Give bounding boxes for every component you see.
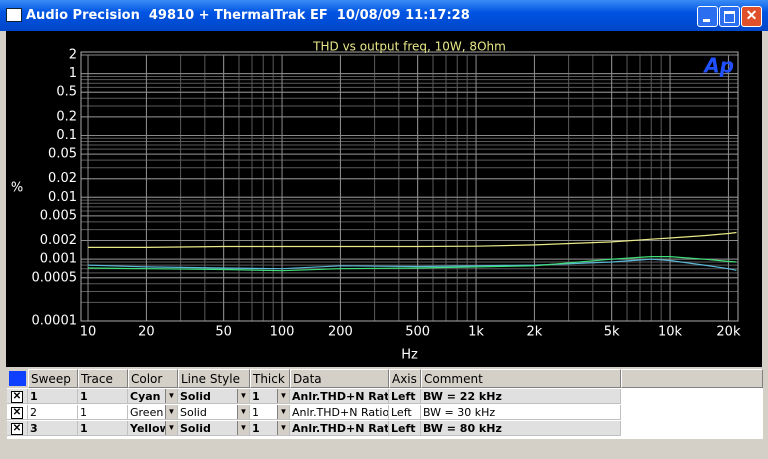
axis-cell: Left xyxy=(389,421,421,436)
y-tick-label: 0.01 xyxy=(48,190,77,205)
y-tick-label: 0.5 xyxy=(56,85,77,100)
window-title: Audio Precision 49810 + ThermalTrak EF 1… xyxy=(26,8,470,23)
maximize-button[interactable] xyxy=(719,6,740,27)
dropdown-button[interactable]: ▼ xyxy=(237,421,249,435)
x-axis-label: Hz xyxy=(401,348,418,363)
column-header: Sweep xyxy=(28,369,78,388)
line-style-cell: Solid ▼ xyxy=(178,421,250,436)
thick-cell: 1 ▼ xyxy=(250,421,290,436)
axis-cell: Left xyxy=(389,389,421,404)
y-tick-label: 0.002 xyxy=(40,233,77,248)
x-tick-label: 10 xyxy=(80,325,97,340)
y-tick-label: 0.02 xyxy=(48,171,77,186)
graph-background xyxy=(6,31,762,367)
y-tick-label: 0.0001 xyxy=(32,314,78,329)
x-tick-label: 50 xyxy=(215,325,232,340)
trace-line xyxy=(88,231,737,248)
comment-cell: BW = 22 kHz xyxy=(421,389,621,404)
graph: 2 1 0.5 0.2 0.1 0.05 0.02 0.01 0.005 0.002 0.001 0.… xyxy=(6,31,762,367)
line-style-cell: Solid ▼ xyxy=(178,405,250,420)
x-tick-label: 10k xyxy=(658,325,683,340)
thick-cell: 1 ▼ xyxy=(250,389,290,404)
x-tick-label: 5k xyxy=(604,325,620,340)
y-tick-label: 0.0005 xyxy=(32,270,78,285)
x-tick-label: 20k xyxy=(716,325,741,340)
minimize-button[interactable] xyxy=(697,6,718,27)
column-header: Trace xyxy=(78,369,128,388)
title-bar: Audio Precision 49810 + ThermalTrak EF 1… xyxy=(0,0,768,31)
dropdown-button[interactable]: ▼ xyxy=(237,389,249,403)
dropdown-button[interactable]: ▼ xyxy=(165,405,177,419)
data-cell: Anlr.THD+N Ratio xyxy=(290,389,389,404)
dropdown-button[interactable]: ▼ xyxy=(277,421,289,435)
x-tick-label: 500 xyxy=(405,325,430,340)
color-cell: Yellow ▼ xyxy=(128,421,178,436)
column-header: Axis xyxy=(389,369,421,388)
dropdown-button[interactable]: ▼ xyxy=(237,405,249,419)
sweep-cell: 1 xyxy=(28,389,78,404)
select-all xyxy=(7,369,28,388)
checkbox[interactable]: ✕ xyxy=(11,423,23,435)
column-header: Line Style xyxy=(178,369,250,388)
x-tick-label: 200 xyxy=(328,325,353,340)
x-tick-label: 100 xyxy=(270,325,295,340)
y-axis-label: % xyxy=(11,181,23,196)
y-tick-label: 2 xyxy=(69,48,77,63)
column-header: Data xyxy=(290,369,389,388)
x-tick-label: 2k xyxy=(527,325,543,340)
axis-cell: Left xyxy=(389,405,421,420)
y-tick-label: 0.005 xyxy=(40,208,77,223)
trace-line xyxy=(87,258,737,271)
y-tick-label: 0.05 xyxy=(48,147,77,162)
app-icon xyxy=(6,8,22,22)
column-header: Color xyxy=(128,369,178,388)
color-cell: Cyan ▼ xyxy=(128,389,178,404)
sweep-cell: 2 xyxy=(28,405,78,420)
sweep-cell: 3 xyxy=(28,421,78,436)
trace-line xyxy=(87,256,737,272)
column-header: Thick xyxy=(250,369,290,388)
dropdown-button[interactable]: ▼ xyxy=(277,389,289,403)
trace-checkbox: ✕ xyxy=(7,421,28,436)
checkbox[interactable]: ✕ xyxy=(11,407,23,419)
y-tick-label: 0.001 xyxy=(40,252,77,267)
thick-cell: 1 ▼ xyxy=(250,405,290,420)
trace-cell: 1 xyxy=(78,421,128,436)
comment-cell: BW = 30 kHz xyxy=(421,405,621,420)
close-button[interactable]: ✕ xyxy=(741,6,762,27)
trace-table: Sweep Trace Color Line Style Thick Data Axis Co… xyxy=(7,369,763,439)
dropdown-button[interactable]: ▼ xyxy=(277,405,289,419)
color-cell: Green ▼ xyxy=(128,405,178,420)
line-style-cell: Solid ▼ xyxy=(178,389,250,404)
checkbox[interactable]: ✕ xyxy=(11,391,23,403)
comment-cell: BW = 80 kHz xyxy=(421,421,621,436)
trace-cell: 1 xyxy=(78,389,128,404)
trace-cell: 1 xyxy=(78,405,128,420)
data-cell: Anlr.THD+N Ratio xyxy=(290,405,389,420)
y-tick-label: 1 xyxy=(69,66,77,81)
plot-frame xyxy=(80,51,739,322)
column-header: Comment xyxy=(421,369,621,388)
x-tick-label: 20 xyxy=(138,325,155,340)
y-tick-label: 0.2 xyxy=(56,109,77,124)
trace-checkbox: ✕ xyxy=(7,389,28,404)
y-tick-label: 0.1 xyxy=(56,128,77,143)
dropdown-button[interactable]: ▼ xyxy=(165,421,177,435)
chart-title: THD vs output freq, 10W, 8Ohm xyxy=(312,40,506,54)
ap-logo: Ap xyxy=(702,54,734,78)
x-tick-label: 1k xyxy=(468,325,484,340)
data-cell: Anlr.THD+N Ratio xyxy=(290,421,389,436)
trace-checkbox: ✕ xyxy=(7,405,28,420)
header-filler xyxy=(621,369,763,388)
dropdown-button[interactable]: ▼ xyxy=(165,389,177,403)
